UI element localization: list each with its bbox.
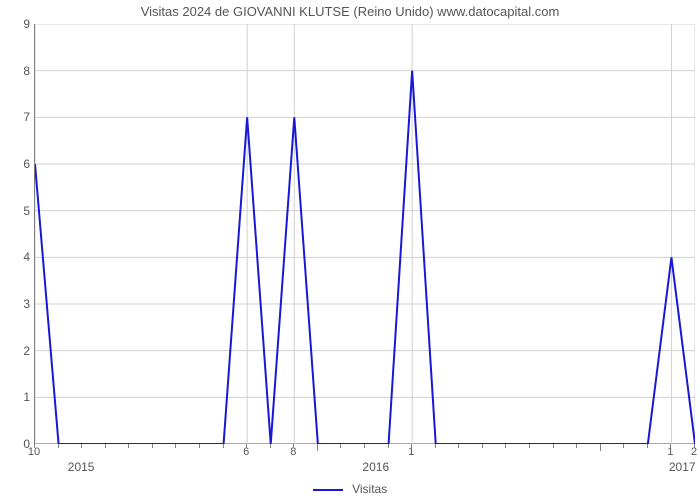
x-tick-mark [58, 444, 59, 448]
x-tick-mark [435, 444, 436, 448]
x-tick-mark [694, 444, 695, 448]
x-tick-mark [152, 444, 153, 448]
chart-title: Visitas 2024 de GIOVANNI KLUTSE (Reino U… [0, 4, 700, 19]
x-tick-mark [388, 444, 389, 448]
x-tick-mark [458, 444, 459, 448]
y-tick-label: 1 [4, 390, 30, 404]
x-tick-mark [270, 444, 271, 448]
legend: Visitas [0, 482, 700, 496]
x-tick-mark [340, 444, 341, 448]
y-tick-label: 3 [4, 297, 30, 311]
legend-label: Visitas [352, 482, 387, 496]
legend-swatch [313, 489, 343, 491]
x-year-label: 2016 [362, 460, 389, 474]
y-tick-label: 7 [4, 110, 30, 124]
x-tick-mark [81, 444, 82, 448]
y-tick-label: 5 [4, 204, 30, 218]
y-tick-label: 6 [4, 157, 30, 171]
x-year-label: 2015 [68, 460, 95, 474]
chart-svg [35, 24, 695, 444]
plot-area [34, 24, 694, 444]
x-tick-mark [199, 444, 200, 448]
x-tick-mark [647, 444, 648, 448]
x-tick-mark [576, 444, 577, 448]
y-tick-label: 2 [4, 344, 30, 358]
x-tick-mark [529, 444, 530, 448]
x-tick-mark [411, 444, 412, 448]
x-tick-mark [364, 444, 365, 448]
y-tick-label: 4 [4, 250, 30, 264]
x-tick-mark [670, 444, 671, 448]
x-tick-mark [505, 444, 506, 448]
x-tick-mark [553, 444, 554, 448]
x-year-label: 2017 [669, 460, 696, 474]
x-tick-mark [246, 444, 247, 448]
x-tick-mark [175, 444, 176, 448]
x-tick-mark [293, 444, 294, 448]
x-tick-mark [600, 444, 601, 451]
horizontal-gridlines [35, 24, 695, 444]
x-tick-mark [223, 444, 224, 448]
x-tick-mark [482, 444, 483, 448]
y-tick-label: 9 [4, 17, 30, 31]
x-tick-mark [34, 444, 35, 448]
x-tick-mark [317, 444, 318, 451]
y-tick-label: 0 [4, 437, 30, 451]
x-tick-mark [105, 444, 106, 448]
y-tick-label: 8 [4, 64, 30, 78]
x-tick-mark [623, 444, 624, 448]
vertical-gridlines [35, 24, 695, 444]
line-chart: Visitas 2024 de GIOVANNI KLUTSE (Reino U… [0, 0, 700, 500]
x-tick-mark [128, 444, 129, 448]
